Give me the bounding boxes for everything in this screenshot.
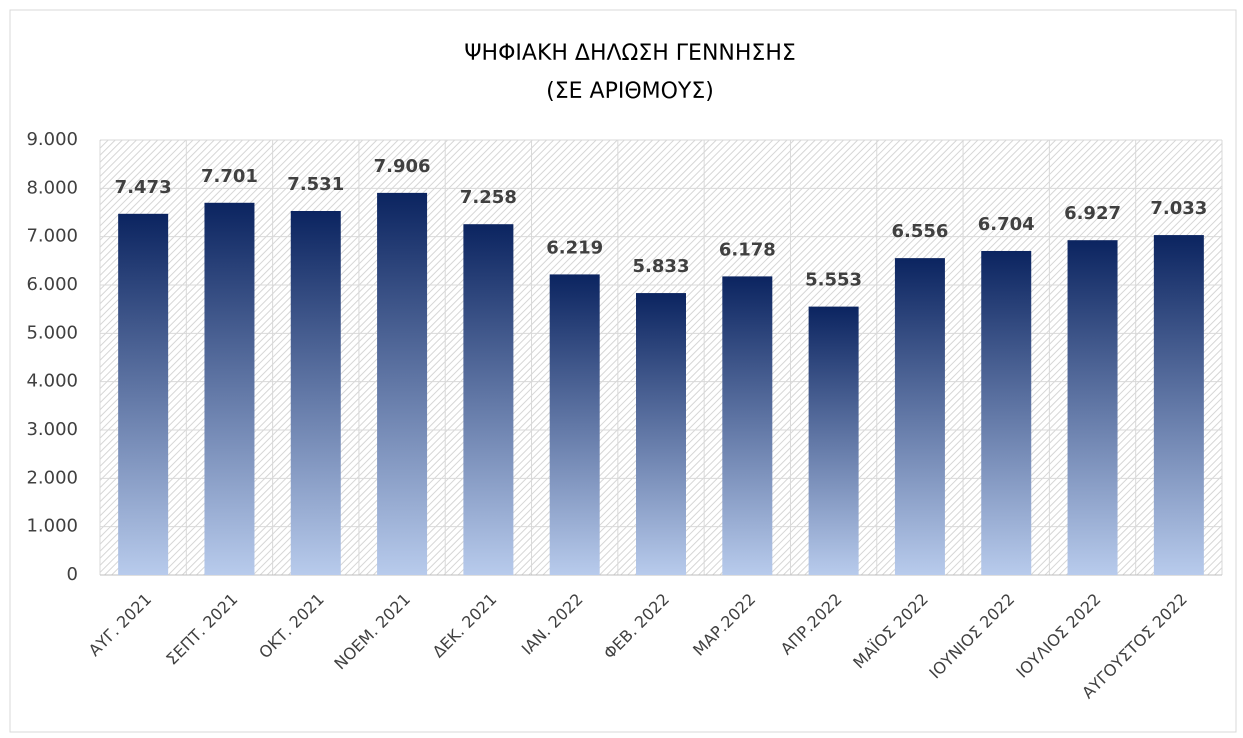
data-label: 6.219 bbox=[546, 237, 603, 258]
data-label: 7.033 bbox=[1150, 198, 1207, 219]
bar bbox=[1153, 235, 1204, 576]
data-label: 7.531 bbox=[287, 174, 344, 195]
chart-subtitle: (ΣΕ ΑΡΙΘΜΟΥΣ) bbox=[546, 79, 714, 104]
data-label: 7.906 bbox=[374, 156, 431, 177]
chart-title: ΨΗΦΙΑΚΗ ΔΗΛΩΣΗ ΓΕΝΝΗΣΗΣ bbox=[464, 41, 796, 66]
y-tick-label: 3.000 bbox=[26, 419, 78, 440]
bar bbox=[894, 258, 945, 575]
data-label: 6.178 bbox=[719, 239, 776, 260]
data-label: 5.833 bbox=[633, 256, 690, 277]
bar bbox=[636, 293, 686, 575]
bar bbox=[463, 224, 514, 576]
data-label: 7.701 bbox=[201, 166, 258, 187]
bar bbox=[118, 213, 169, 575]
y-tick-label: 0 bbox=[67, 564, 78, 585]
y-tick-label: 9.000 bbox=[26, 129, 78, 150]
y-tick-label: 5.000 bbox=[26, 322, 78, 343]
bar bbox=[722, 276, 773, 575]
data-label: 6.704 bbox=[978, 214, 1035, 235]
y-tick-label: 6.000 bbox=[26, 274, 78, 295]
y-tick-label: 4.000 bbox=[26, 371, 78, 392]
bar bbox=[377, 192, 428, 576]
y-tick-label: 7.000 bbox=[26, 226, 78, 247]
bar bbox=[549, 274, 600, 575]
bar bbox=[808, 306, 859, 575]
data-label: 7.473 bbox=[115, 177, 172, 198]
bar bbox=[290, 211, 341, 576]
bar bbox=[204, 202, 255, 575]
y-tick-label: 8.000 bbox=[26, 177, 78, 198]
data-label: 6.927 bbox=[1064, 203, 1121, 224]
y-tick-label: 1.000 bbox=[26, 516, 78, 537]
bar bbox=[1067, 240, 1118, 575]
data-label: 6.556 bbox=[891, 221, 948, 242]
y-tick-label: 2.000 bbox=[26, 467, 78, 488]
data-label: 5.553 bbox=[805, 270, 862, 291]
data-label: 7.258 bbox=[460, 187, 517, 208]
bar bbox=[981, 250, 1032, 575]
